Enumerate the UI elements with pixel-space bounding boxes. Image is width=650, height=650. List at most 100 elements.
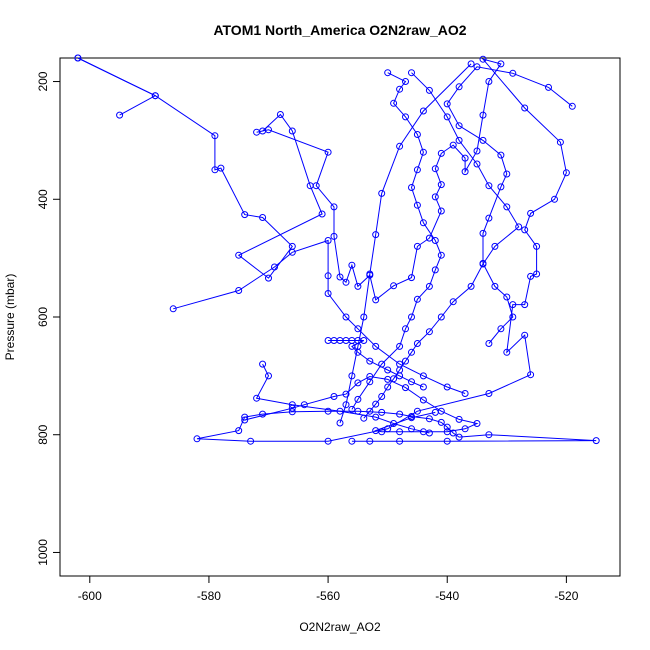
data-point (437, 181, 445, 189)
data-point (521, 301, 529, 309)
data-point (503, 293, 511, 301)
series-line (339, 63, 472, 424)
data-point (408, 274, 415, 282)
data-point (431, 193, 439, 201)
y-tick-label: 400 (36, 189, 50, 209)
data-point (342, 313, 350, 321)
data-point (419, 372, 427, 380)
data-point (288, 248, 296, 256)
data-point (521, 331, 529, 339)
series-line (363, 72, 520, 419)
series-line (446, 66, 573, 344)
data-point (485, 340, 493, 347)
data-point (288, 127, 296, 135)
data-point (455, 83, 463, 91)
data-point (211, 132, 219, 140)
y-tick-label: 1000 (36, 539, 50, 566)
data-point (384, 383, 392, 391)
data-point (330, 232, 338, 240)
data-point (342, 278, 350, 286)
data-point (354, 395, 362, 403)
data-point (342, 401, 350, 409)
data-point (241, 413, 249, 421)
data-point (253, 394, 261, 402)
data-point (259, 410, 267, 418)
data-point (449, 298, 457, 306)
data-point (408, 313, 415, 321)
data-point (485, 390, 493, 397)
data-point (169, 305, 177, 313)
data-point (324, 237, 332, 244)
data-point (396, 372, 404, 380)
data-point (413, 295, 421, 303)
data-point (497, 325, 505, 333)
data-point (402, 113, 409, 121)
data-point (515, 223, 523, 231)
y-tick-label: 200 (36, 71, 50, 91)
data-point (413, 201, 421, 209)
data-point (366, 270, 374, 278)
data-point (425, 282, 433, 290)
data-point (425, 234, 433, 242)
data-point (390, 420, 398, 427)
y-axis: 200 400 600 800 1000 (36, 71, 60, 566)
data-point (408, 425, 415, 433)
data-point (449, 141, 457, 149)
data-point (461, 425, 469, 433)
data-point (485, 431, 493, 439)
data-point (497, 151, 505, 159)
series-line (77, 57, 157, 116)
data-point (425, 86, 433, 94)
data-point (372, 231, 380, 239)
data-point (324, 407, 332, 415)
data-point (425, 328, 433, 336)
data-point (562, 169, 570, 177)
data-point (366, 373, 374, 380)
data-point (312, 182, 320, 190)
data-point (265, 372, 272, 380)
data-point (378, 393, 386, 400)
data-point (545, 83, 552, 91)
series-7 (443, 63, 576, 347)
x-tick-label: -560 (316, 589, 340, 603)
data-point (455, 136, 463, 144)
data-point (354, 325, 362, 333)
data-point (366, 357, 374, 365)
data-point (443, 423, 451, 431)
data-point (372, 400, 380, 408)
data-point (384, 375, 392, 383)
series-6 (241, 373, 481, 436)
data-point (509, 301, 517, 309)
data-point (503, 203, 511, 211)
data-point (479, 55, 487, 63)
data-point (265, 274, 272, 282)
data-point (503, 348, 511, 356)
data-point (324, 290, 332, 297)
data-point (241, 416, 249, 424)
data-point (509, 69, 517, 77)
data-point (396, 342, 404, 350)
data-point (473, 420, 481, 427)
data-point (217, 164, 225, 172)
data-point (413, 166, 421, 174)
data-point (324, 148, 332, 156)
x-tick-label: -540 (435, 589, 459, 603)
data-point (402, 357, 409, 365)
series-0 (74, 54, 600, 445)
data-point (431, 165, 439, 173)
data-point (390, 282, 398, 290)
data-point (413, 131, 421, 138)
data-point (378, 189, 386, 197)
series-8 (169, 237, 469, 397)
data-point (193, 435, 201, 443)
x-axis: -600 -580 -560 -540 -520 (78, 576, 579, 603)
data-point (509, 313, 517, 321)
data-point (348, 437, 356, 445)
data-point (384, 69, 392, 77)
data-point (372, 427, 380, 435)
data-point (402, 325, 409, 333)
data-point (384, 366, 392, 374)
data-point (336, 407, 344, 415)
data-point (497, 60, 505, 68)
data-point (366, 378, 374, 386)
